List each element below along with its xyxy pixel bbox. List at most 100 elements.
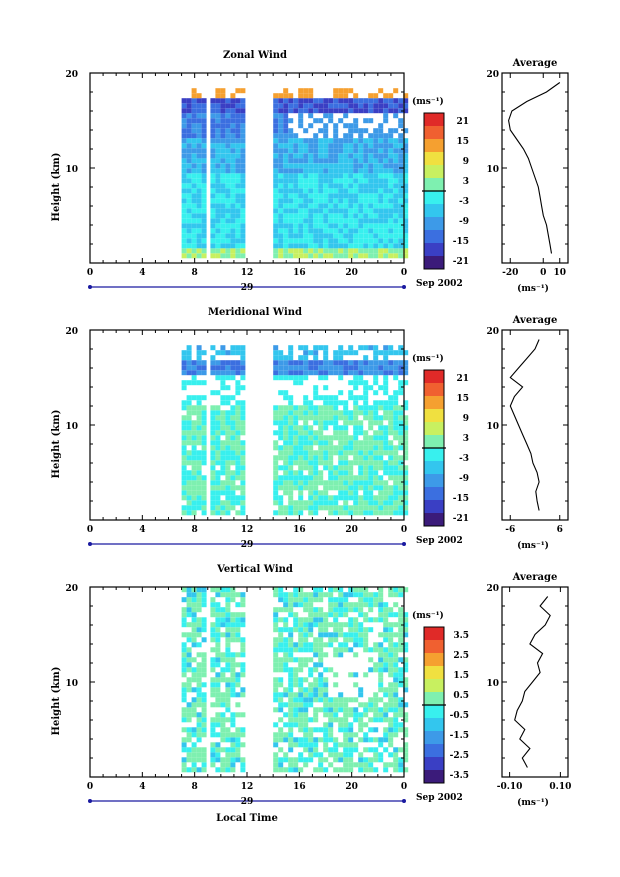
colorbar-band [424, 500, 444, 514]
heatmap-cell [403, 475, 409, 481]
heatmap-cell [388, 108, 394, 114]
heatmap-cell [215, 767, 221, 773]
average-y-label: 20 [486, 327, 499, 337]
heatmap-cell [191, 767, 197, 773]
heatmap-cell [333, 627, 339, 633]
heatmap-cell [373, 475, 379, 481]
heatmap-cell [368, 133, 374, 139]
heatmap-cell [201, 662, 207, 668]
heatmap-cell [358, 103, 364, 109]
heatmap-cell [383, 355, 389, 361]
heatmap-cell [225, 243, 231, 249]
heatmap-cell [333, 218, 339, 224]
heatmap-cell [298, 500, 304, 506]
heatmap-cell [235, 390, 241, 396]
heatmap-cell [210, 470, 216, 476]
heatmap-cell [225, 637, 231, 643]
heatmap-cell [403, 717, 409, 723]
heatmap-cell [220, 420, 226, 426]
heatmap-cell [328, 445, 334, 451]
heatmap-cell [298, 118, 304, 124]
heatmap-cell [338, 193, 344, 199]
heatmap-cell [230, 597, 236, 603]
heatmap-cell [393, 248, 399, 254]
heatmap-cell [230, 752, 236, 758]
heatmap-cell [323, 707, 329, 713]
heatmap-cell [368, 727, 374, 733]
heatmap-cell [278, 732, 284, 738]
heatmap-cell [273, 248, 279, 254]
heatmap-cell [343, 183, 349, 189]
heatmap-cell [308, 657, 314, 663]
heatmap-cell [220, 123, 226, 129]
heatmap-cell [363, 253, 369, 259]
heatmap-cell [201, 597, 207, 603]
heatmap-cell [373, 148, 379, 154]
heatmap-cell [388, 682, 394, 688]
heatmap-cell [235, 345, 241, 351]
heatmap-cell [308, 143, 314, 149]
heatmap-cell [398, 622, 404, 628]
heatmap-cell [333, 475, 339, 481]
heatmap-cell [308, 400, 314, 406]
heatmap-cell [240, 505, 246, 511]
heatmap-cell [235, 360, 241, 366]
heatmap-cell [333, 495, 339, 501]
heatmap-cell [298, 153, 304, 159]
heatmap-cell [368, 223, 374, 229]
heatmap-cell [220, 118, 226, 124]
heatmap-cell [373, 98, 379, 104]
heatmap-cell [368, 153, 374, 159]
heatmap-cell [235, 652, 241, 658]
heatmap-cell [215, 238, 221, 244]
heatmap-cell [323, 747, 329, 753]
heatmap-cell [323, 460, 329, 466]
heatmap-cell [383, 702, 389, 708]
heatmap-cell [313, 450, 319, 456]
heatmap-cell [220, 410, 226, 416]
heatmap-cell [358, 405, 364, 411]
heatmap-cell [283, 138, 289, 144]
heatmap-cell [298, 592, 304, 598]
heatmap-cell [196, 607, 202, 613]
heatmap-cell [388, 420, 394, 426]
heatmap-cell [210, 607, 216, 613]
heatmap-cell [403, 178, 409, 184]
heatmap-cell [288, 128, 294, 134]
heatmap-cell [348, 415, 354, 421]
heatmap-cell [225, 123, 231, 129]
heatmap-cell [225, 757, 231, 763]
heatmap-cell [398, 727, 404, 733]
heatmap-cell [333, 198, 339, 204]
heatmap-cell [353, 385, 359, 391]
heatmap-cell [333, 485, 339, 491]
heatmap-cell [201, 253, 207, 259]
heatmap-cell [378, 480, 384, 486]
heatmap-cell [240, 173, 246, 179]
heatmap-cell [196, 727, 202, 733]
heatmap-cell [283, 752, 289, 758]
heatmap-cell [398, 677, 404, 683]
heatmap-cell [358, 238, 364, 244]
heatmap-cell [288, 450, 294, 456]
heatmap-cell [298, 233, 304, 239]
heatmap-cell [353, 248, 359, 254]
heatmap-cell [403, 445, 409, 451]
heatmap-cell [230, 470, 236, 476]
heatmap-cell [403, 198, 409, 204]
heatmap-cell [230, 682, 236, 688]
heatmap-cell [363, 602, 369, 608]
heatmap-cell [358, 722, 364, 728]
heatmap-cell [240, 510, 246, 516]
heatmap-cell [191, 103, 197, 109]
heatmap-cell [368, 485, 374, 491]
heatmap-cell [273, 183, 279, 189]
heatmap-cell [398, 440, 404, 446]
heatmap-cell [303, 188, 309, 194]
heatmap-cell [398, 435, 404, 441]
heatmap-cell [303, 455, 309, 461]
heatmap-cell [333, 123, 339, 129]
heatmap-cell [378, 228, 384, 234]
heatmap-cell [240, 687, 246, 693]
